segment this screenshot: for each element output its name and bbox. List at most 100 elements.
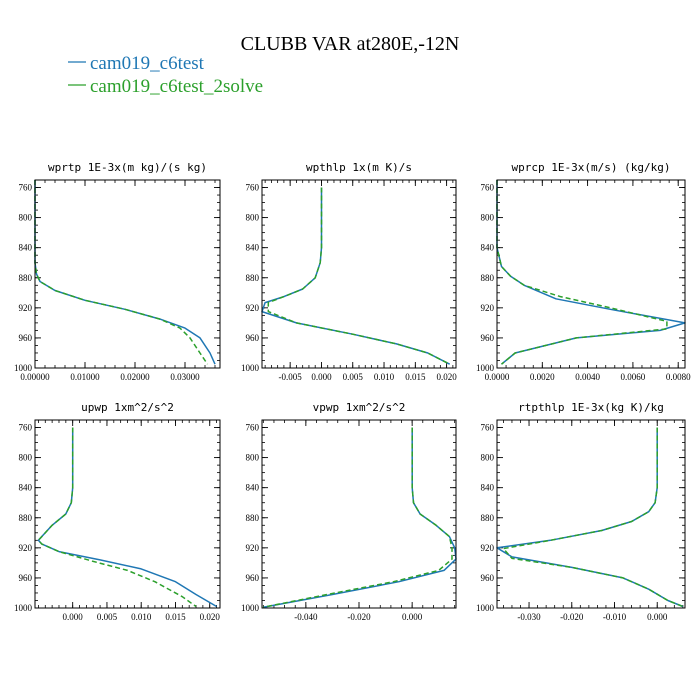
x-tick-label: 0.005 bbox=[97, 612, 118, 622]
y-tick-label: 920 bbox=[19, 303, 33, 313]
x-tick-label: -0.010 bbox=[603, 612, 627, 622]
y-tick-label: 840 bbox=[481, 243, 495, 253]
figure-title: CLUBB VAR at280E,-12N bbox=[241, 33, 460, 55]
panel-6: rtpthlp 1E-3x(kg K)/kg 760 800 840 880 920 960… bbox=[476, 401, 686, 622]
y-tick-label: 920 bbox=[246, 303, 260, 313]
y-tick-label: 800 bbox=[481, 453, 495, 463]
x-tick-label: 0.0020 bbox=[530, 372, 555, 382]
y-tick-label: 1000 bbox=[14, 363, 33, 373]
y-tick-label: 800 bbox=[19, 213, 33, 223]
y-tick-label: 800 bbox=[246, 213, 260, 223]
series-line-c6test-2solve bbox=[267, 187, 451, 365]
plot-frame bbox=[261, 179, 457, 369]
x-tick-label: 0.015 bbox=[405, 372, 426, 382]
y-tick-label: 960 bbox=[19, 333, 33, 343]
legend-label-2: cam019_c6test_2solve bbox=[90, 76, 263, 97]
y-tick-label: 840 bbox=[246, 243, 260, 253]
y-tick-label: 800 bbox=[481, 213, 495, 223]
x-tick-label: -0.020 bbox=[347, 612, 371, 622]
panel-5: vpwp 1xm^2/s^2 760 800 840 880 920 960 1000 -0.0… bbox=[241, 401, 457, 622]
y-tick-label: 760 bbox=[19, 423, 33, 433]
y-tick-label: 920 bbox=[19, 543, 33, 553]
y-tick-label: 760 bbox=[246, 423, 260, 433]
x-tick-label: 0.020 bbox=[436, 372, 457, 382]
y-tick-label: 760 bbox=[19, 183, 33, 193]
legend: cam019_c6test cam019_c6test_2solve bbox=[68, 53, 263, 97]
panel-title: wprcp 1E-3x(m/s) (kg/kg) bbox=[512, 161, 671, 174]
legend-label-1: cam019_c6test bbox=[90, 53, 205, 74]
x-tick-label: 0.000 bbox=[63, 612, 84, 622]
plot-frame bbox=[34, 419, 221, 609]
y-tick-label: 1000 bbox=[476, 363, 495, 373]
series-line-c6test bbox=[37, 427, 217, 608]
series-line-c6test-2solve bbox=[502, 427, 684, 608]
series-line-c6test bbox=[261, 187, 451, 365]
x-tick-label: -0.040 bbox=[294, 612, 318, 622]
plot-frame bbox=[261, 419, 457, 609]
series-line-c6test-2solve bbox=[34, 180, 209, 365]
y-tick-label: 800 bbox=[246, 453, 260, 463]
x-tick-label: 0.020 bbox=[200, 612, 221, 622]
y-tick-label: 960 bbox=[481, 333, 495, 343]
y-tick-label: 840 bbox=[19, 243, 33, 253]
panel-title: upwp 1xm^2/s^2 bbox=[81, 401, 174, 414]
x-tick-label: 0.005 bbox=[343, 372, 364, 382]
x-tick-label: 0.015 bbox=[165, 612, 186, 622]
y-tick-label: 800 bbox=[19, 453, 33, 463]
x-tick-label: 0.010 bbox=[374, 372, 395, 382]
x-tick-label: -0.005 bbox=[279, 372, 303, 382]
y-tick-label: 920 bbox=[246, 543, 260, 553]
series-line-c6test-2solve bbox=[37, 427, 197, 608]
series-line-c6test bbox=[496, 427, 684, 608]
panel-3: wprcp 1E-3x(m/s) (kg/kg) 760 800 840 880 920 9… bbox=[476, 161, 691, 382]
y-tick-label: 960 bbox=[481, 573, 495, 583]
y-tick-label: 960 bbox=[19, 573, 33, 583]
panel-1: wprtp 1E-3x(m kg)/(s kg) 760 800 840 880 920 9… bbox=[14, 161, 221, 382]
x-tick-label: 0.000 bbox=[311, 372, 332, 382]
y-tick-label: 1000 bbox=[241, 603, 260, 613]
panel-title: rtpthlp 1E-3x(kg K)/kg bbox=[518, 401, 664, 414]
y-tick-label: 1000 bbox=[476, 603, 495, 613]
y-tick-label: 760 bbox=[481, 423, 495, 433]
x-tick-label: 0.02000 bbox=[120, 372, 150, 382]
y-tick-label: 920 bbox=[481, 303, 495, 313]
plot-frame bbox=[496, 419, 686, 609]
y-tick-label: 760 bbox=[246, 183, 260, 193]
y-tick-label: 880 bbox=[481, 513, 495, 523]
y-tick-label: 880 bbox=[246, 273, 260, 283]
panel-title: vpwp 1xm^2/s^2 bbox=[313, 401, 406, 414]
y-tick-label: 960 bbox=[246, 573, 260, 583]
y-tick-label: 920 bbox=[481, 543, 495, 553]
plot-frame bbox=[496, 179, 686, 369]
y-tick-label: 1000 bbox=[241, 363, 260, 373]
panel-title: wpthlp 1x(m K)/s bbox=[306, 161, 412, 174]
x-tick-label: 0.0040 bbox=[575, 372, 600, 382]
series-line-c6test bbox=[34, 180, 216, 365]
x-tick-label: 0.03000 bbox=[170, 372, 200, 382]
x-tick-label: -0.030 bbox=[517, 612, 541, 622]
y-tick-label: 840 bbox=[19, 483, 33, 493]
y-tick-label: 880 bbox=[19, 513, 33, 523]
panels: wprtp 1E-3x(m kg)/(s kg) 760 800 840 880 920 9… bbox=[14, 161, 691, 622]
panel-title: wprtp 1E-3x(m kg)/(s kg) bbox=[48, 161, 207, 174]
y-tick-label: 760 bbox=[481, 183, 495, 193]
series-line-c6test bbox=[263, 427, 457, 608]
x-tick-label: 0.0080 bbox=[666, 372, 691, 382]
panel-2: wpthlp 1x(m K)/s 760 800 840 880 920 960 1000 -0… bbox=[241, 161, 457, 382]
x-tick-label: 0.0060 bbox=[621, 372, 646, 382]
y-tick-label: 960 bbox=[246, 333, 260, 343]
plot-frame bbox=[34, 179, 221, 369]
series-line-c6test-2solve bbox=[496, 180, 668, 365]
x-tick-label: 0.000 bbox=[402, 612, 423, 622]
series-line-c6test-2solve bbox=[263, 427, 453, 608]
x-tick-label: 0.0000 bbox=[485, 372, 510, 382]
y-tick-label: 840 bbox=[246, 483, 260, 493]
y-tick-label: 880 bbox=[246, 513, 260, 523]
panel-4: upwp 1xm^2/s^2 760 800 840 880 920 960 1000 0.00… bbox=[14, 401, 221, 622]
y-tick-label: 840 bbox=[481, 483, 495, 493]
x-tick-label: 0.00000 bbox=[20, 372, 50, 382]
y-tick-label: 1000 bbox=[14, 603, 33, 613]
x-tick-label: 0.010 bbox=[131, 612, 152, 622]
x-tick-label: 0.000 bbox=[647, 612, 668, 622]
